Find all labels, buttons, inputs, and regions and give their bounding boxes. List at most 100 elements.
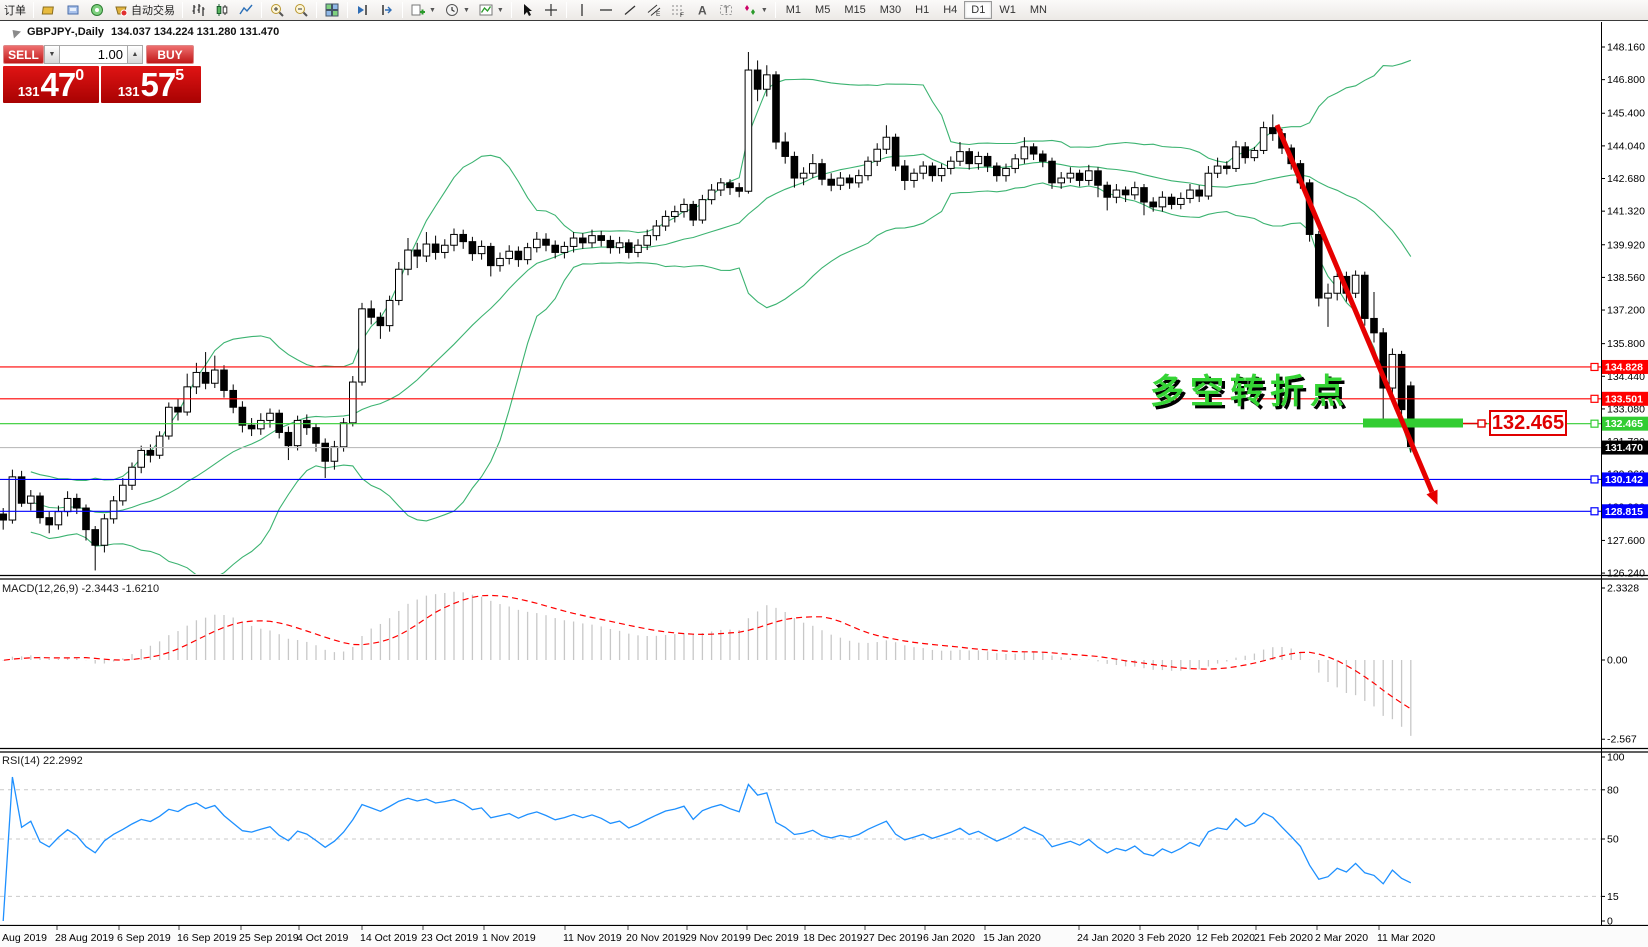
buy-price-prefix: 131 xyxy=(117,84,140,99)
svg-text:E: E xyxy=(656,11,661,18)
svg-text:14 Oct 2019: 14 Oct 2019 xyxy=(360,932,417,944)
rsi-label: RSI(14) 22.2992 xyxy=(2,755,83,767)
svg-text:3 Feb 2020: 3 Feb 2020 xyxy=(1138,932,1191,944)
svg-text:132.465: 132.465 xyxy=(1605,418,1643,430)
toolbar-separator xyxy=(261,2,262,18)
neworder-icon xyxy=(410,2,426,18)
horizontal-lines[interactable] xyxy=(0,366,1601,512)
profiles-button[interactable] xyxy=(61,1,85,20)
new-order-dropdown[interactable]: ▼ xyxy=(406,1,440,20)
label-button[interactable]: T xyxy=(714,1,738,20)
highlight-bar[interactable] xyxy=(1363,418,1463,428)
bluebox-icon xyxy=(65,2,81,18)
shift-icon xyxy=(379,2,395,18)
svg-text:126.240: 126.240 xyxy=(1607,568,1645,580)
timeframe-m5[interactable]: M5 xyxy=(815,4,831,16)
toolbar-separator xyxy=(510,2,512,18)
annotations-layer xyxy=(1274,124,1487,505)
svg-text:28 Aug 2019: 28 Aug 2019 xyxy=(55,932,114,944)
svg-text:1 Nov 2019: 1 Nov 2019 xyxy=(482,932,536,944)
chart-area[interactable]: 148.160 146.800 145.400 144.040 142.680 141.3… xyxy=(0,22,1648,947)
linechart-icon xyxy=(238,2,254,18)
label-icon: T xyxy=(718,2,734,18)
volume-increase-button[interactable]: ▲ xyxy=(127,45,143,64)
vline-icon xyxy=(574,2,590,18)
timeframe-m1[interactable]: M1 xyxy=(785,4,802,16)
buy-button[interactable]: BUY xyxy=(146,45,194,64)
arrows-icon xyxy=(742,2,758,18)
new-chart-button[interactable] xyxy=(37,1,61,20)
volume-input[interactable] xyxy=(60,45,127,64)
toolbar: 订单 自动交易 ▼ ▼ ▼ E F A T ▼ M1 M5 M15 M30 H1 H4 D1 W1 MN xyxy=(0,0,1648,21)
signals-button[interactable] xyxy=(85,1,109,20)
channel-icon: E xyxy=(646,2,662,18)
auto-scroll-button[interactable] xyxy=(351,1,375,20)
zoom-out-button[interactable] xyxy=(289,1,313,20)
svg-text:50: 50 xyxy=(1607,834,1619,846)
svg-text:2 Mar 2020: 2 Mar 2020 xyxy=(1315,932,1368,944)
timeframe-w1[interactable]: W1 xyxy=(999,4,1016,16)
new-order-button[interactable]: 订单 xyxy=(0,1,30,20)
svg-text:24 Jan 2020: 24 Jan 2020 xyxy=(1077,932,1135,944)
svg-text:146.800: 146.800 xyxy=(1607,74,1645,86)
tile-windows-button[interactable] xyxy=(320,1,344,20)
timeframe-mn[interactable]: MN xyxy=(1029,4,1047,16)
volume-decrease-button[interactable]: ▼ xyxy=(44,45,60,64)
zoom-in-button[interactable] xyxy=(265,1,289,20)
panel-frames xyxy=(0,22,1648,927)
bar-chart-button[interactable] xyxy=(186,1,210,20)
price-axis[interactable]: 148.160 146.800 145.400 144.040 142.680 141.3… xyxy=(1590,42,1648,928)
candle-chart-button[interactable] xyxy=(210,1,234,20)
new-order-button-label: 订单 xyxy=(4,5,26,17)
toolbar-separator xyxy=(774,2,776,18)
timeframe-m15[interactable]: M15 xyxy=(844,4,866,16)
chart-shift-button[interactable] xyxy=(375,1,399,20)
trend-icon xyxy=(622,2,638,18)
timeframe-d1[interactable]: D1 xyxy=(964,1,993,19)
cursor-icon xyxy=(519,2,535,18)
timeframe-h1[interactable]: H1 xyxy=(915,4,930,16)
autotrade-icon xyxy=(113,2,129,18)
signal-icon xyxy=(89,2,105,18)
one-click-collapse-icon[interactable] xyxy=(8,25,22,39)
svg-text:142.680: 142.680 xyxy=(1607,173,1645,185)
toolbar-separator xyxy=(565,2,567,18)
timeframe-h4[interactable]: H4 xyxy=(943,4,958,16)
period-dropdown[interactable]: ▼ xyxy=(440,1,474,20)
one-click-trade-panel: SELL ▼ ▲ BUY 131 47 0 131 57 5 xyxy=(3,45,202,103)
autotrade-button-label: 自动交易 xyxy=(131,5,175,17)
vertical-line-button[interactable] xyxy=(570,1,594,20)
svg-text:127.600: 127.600 xyxy=(1607,535,1645,547)
svg-text:145.400: 145.400 xyxy=(1607,108,1645,120)
toolbar-separator xyxy=(33,2,34,18)
toolbar-separator xyxy=(182,2,183,18)
text-button[interactable]: A xyxy=(690,1,714,20)
trendline-button[interactable] xyxy=(618,1,642,20)
cursor-button[interactable] xyxy=(515,1,539,20)
chart-canvas[interactable]: 148.160 146.800 145.400 144.040 142.680 141.3… xyxy=(0,22,1648,947)
svg-text:9 Dec 2019: 9 Dec 2019 xyxy=(745,932,799,944)
autotrade-button[interactable]: 自动交易 xyxy=(109,1,179,20)
fibo-icon: F xyxy=(670,2,686,18)
macd-panel xyxy=(0,591,1412,736)
line-chart-button[interactable] xyxy=(234,1,258,20)
svg-text:128.815: 128.815 xyxy=(1605,506,1643,518)
arrows-dropdown[interactable]: ▼ xyxy=(738,1,772,20)
buy-price-display[interactable]: 131 57 5 xyxy=(101,66,201,103)
annotation-cn-text: 多空转折点 xyxy=(1150,373,1350,411)
price-callout-box[interactable]: 132.465 xyxy=(1489,410,1567,436)
sell-button[interactable]: SELL xyxy=(3,45,44,64)
fibonacci-button[interactable]: F xyxy=(666,1,690,20)
timeframe-m30[interactable]: M30 xyxy=(879,4,902,16)
svg-text:6 Jan 2020: 6 Jan 2020 xyxy=(923,932,975,944)
indicators-dropdown[interactable]: ▼ xyxy=(474,1,508,20)
crosshair-button[interactable] xyxy=(539,1,563,20)
svg-text:27 Dec 2019: 27 Dec 2019 xyxy=(863,932,923,944)
sell-price-display[interactable]: 131 47 0 xyxy=(3,66,99,103)
trend-arrow[interactable] xyxy=(1274,124,1435,493)
svg-text:15: 15 xyxy=(1607,891,1619,903)
horizontal-line-button[interactable] xyxy=(594,1,618,20)
channel-button[interactable]: E xyxy=(642,1,666,20)
chevron-down-icon: ▼ xyxy=(496,6,504,14)
